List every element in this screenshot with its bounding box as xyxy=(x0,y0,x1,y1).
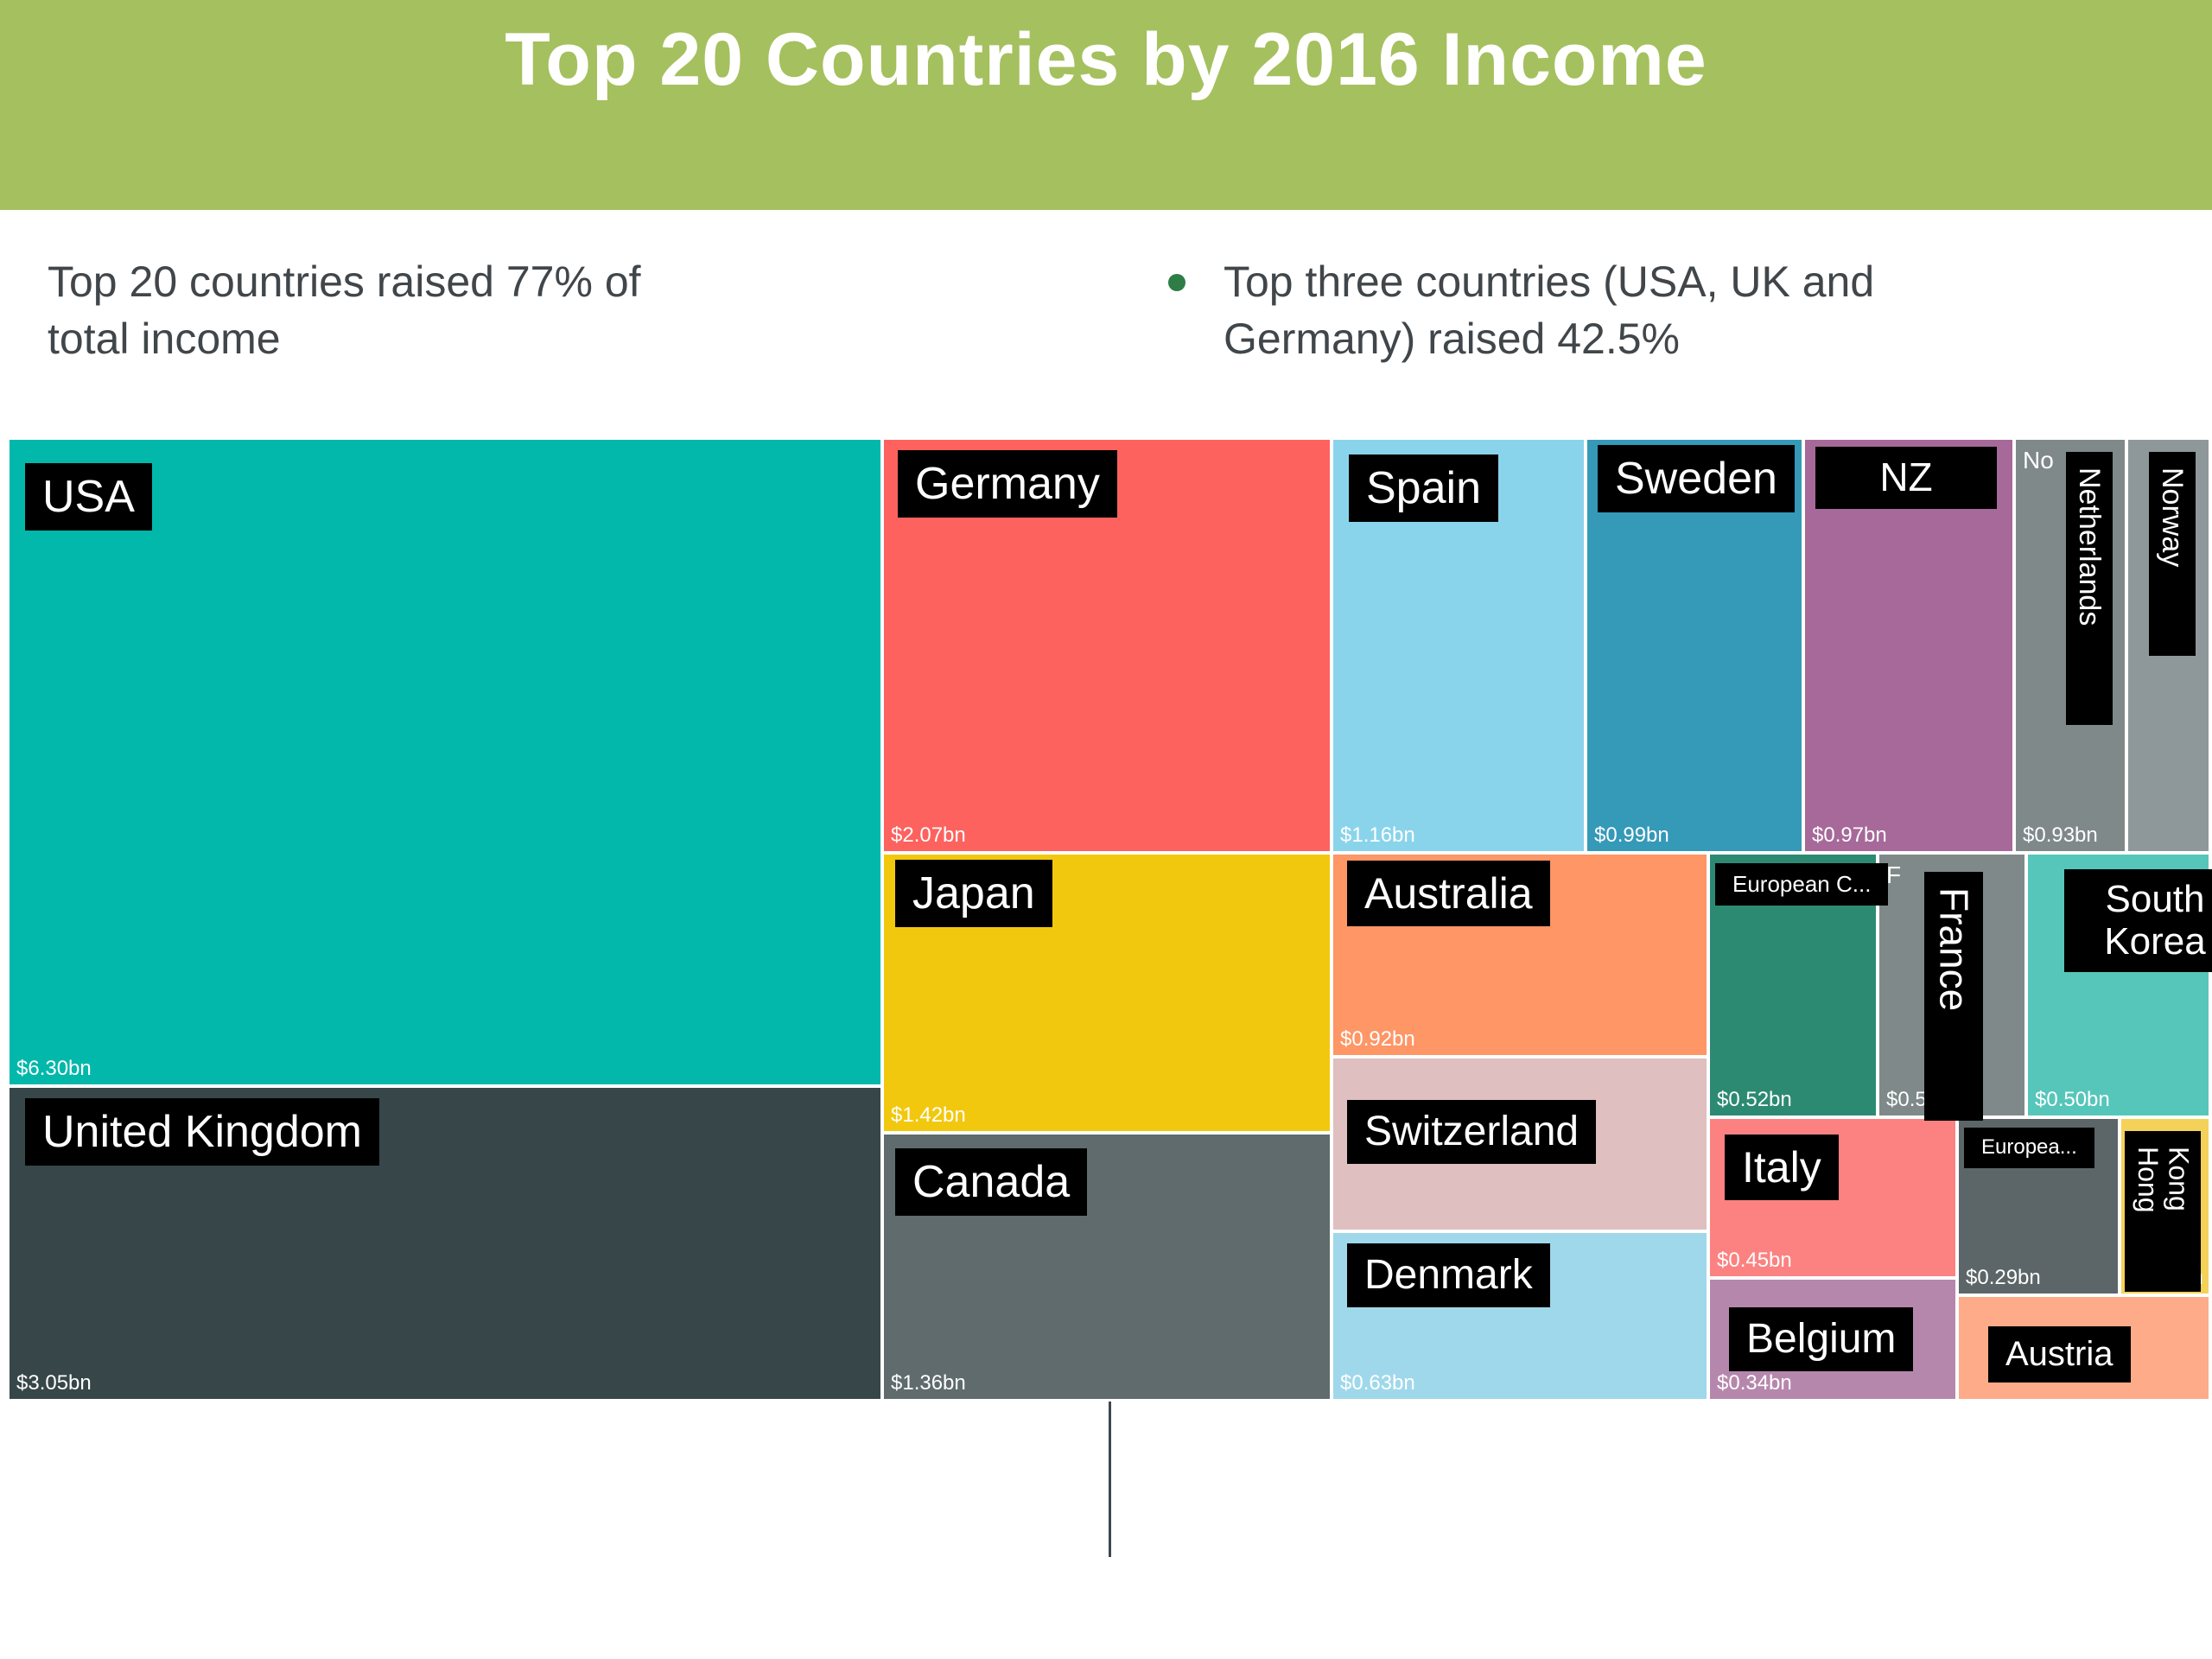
tile-value-label: $1.16bn xyxy=(1340,823,1415,847)
tile-name-label: France xyxy=(1924,872,1983,1121)
tile-value-label: $0.99bn xyxy=(1594,823,1669,847)
tile-name-label: Austria xyxy=(1988,1326,2131,1382)
treemap-tile-japan[interactable]: $1.42bn Japan xyxy=(883,854,1331,1132)
treemap-tile-south-korea[interactable]: $0.50bn South Korea xyxy=(2027,854,2212,1116)
tile-name-label: Norway xyxy=(2149,452,2196,656)
tile-value-label: $1.36bn xyxy=(891,1371,966,1395)
tile-name-label: Denmark xyxy=(1347,1243,1550,1307)
bullet-top3-line2: Germany) raised 42.5% xyxy=(1224,315,1681,363)
tile-name-label: Japan xyxy=(895,860,1052,928)
tile-value-label: $0.52bn xyxy=(1717,1088,1792,1111)
treemap-tile-hong-kong[interactable]: $0.27bnHong Kong xyxy=(2120,1118,2209,1294)
tile-value-label: $0.34bn xyxy=(1717,1371,1792,1395)
bullet-top20: Top 20 countries raised 77% of total inc… xyxy=(48,253,641,367)
treemap-tile-france[interactable]: F$0.52bnFrance xyxy=(1878,854,2025,1121)
tile-value-label: $0.92bn xyxy=(1340,1027,1415,1051)
tile-name-label: Germany xyxy=(898,450,1117,518)
treemap-tile-sweden[interactable]: $0.99bn Sweden xyxy=(1586,439,1802,852)
tile-name-label: NZ xyxy=(1815,447,1997,509)
treemap-tile-new-zealand[interactable]: $0.97bn NZ xyxy=(1804,439,2013,852)
bullet-top3-line1: Top three countries (USA, UK and xyxy=(1224,257,1875,306)
treemap-tile-italy[interactable]: $0.45bn Italy xyxy=(1709,1118,1956,1277)
tile-value-label: $0.97bn xyxy=(1812,823,1887,847)
treemap-tile-austria[interactable]: Austria xyxy=(1958,1296,2209,1400)
treemap-tile-norway[interactable]: Norway xyxy=(2127,439,2209,852)
tile-value-label: $2.07bn xyxy=(891,823,966,847)
tile-value-label: $6.30bn xyxy=(16,1057,92,1080)
bullet-top20-line1: Top 20 countries raised 77% of xyxy=(48,257,641,306)
tile-value-label: $3.05bn xyxy=(16,1371,92,1395)
tile-value-label: $0.50bn xyxy=(2035,1088,2110,1111)
treemap-tile-spain[interactable]: $1.16bn Spain xyxy=(1332,439,1585,852)
treemap-tile-denmark[interactable]: $0.63bn Denmark xyxy=(1332,1232,1707,1400)
bullet-top3: Top three countries (USA, UK and Germany… xyxy=(1168,253,1874,367)
tile-name-label: United Kingdom xyxy=(25,1098,379,1166)
treemap-tile-australia[interactable]: $0.92bn Australia xyxy=(1332,854,1707,1056)
treemap-tile-european-commission[interactable]: $0.52bn European C... xyxy=(1709,854,1889,1116)
treemap-tile-germany[interactable]: $2.07bn Germany xyxy=(883,439,1331,852)
tile-value-label: $0.29bn xyxy=(1966,1266,2041,1289)
treemap-tile-netherlands[interactable]: No $0.93bn Netherlands xyxy=(2015,439,2126,852)
tile-value-label: $0.45bn xyxy=(1717,1249,1792,1272)
tile-value-label: $1.42bn xyxy=(891,1103,966,1127)
header-banner: Top 20 Countries by 2016 Income xyxy=(0,0,2212,210)
tile-corner-label: F xyxy=(1886,861,1902,888)
tile-name-label: European C... xyxy=(1715,863,1889,906)
tile-name-label: Hong Kong xyxy=(2125,1131,2201,1292)
page-title: Top 20 Countries by 2016 Income xyxy=(505,18,1707,101)
tile-corner-label: No xyxy=(2023,447,2054,474)
treemap-tile-switzerland[interactable]: Switzerland xyxy=(1332,1058,1707,1230)
treemap-tile-european-2[interactable]: $0.29bn Europea... xyxy=(1958,1118,2119,1294)
tile-name-label: Switzerland xyxy=(1347,1100,1597,1164)
bullet-top20-line2: total income xyxy=(48,315,281,363)
treemap-tile-united-kingdom[interactable]: $3.05bn United Kingdom xyxy=(9,1087,881,1400)
tile-value-label: $0.93bn xyxy=(2023,823,2098,847)
tile-name-label: Canada xyxy=(895,1148,1088,1217)
bullet-dot-icon xyxy=(1168,274,1185,291)
tile-name-label: Sweden xyxy=(1598,445,1795,513)
tile-name-label: USA xyxy=(25,463,152,531)
tile-name-label: Italy xyxy=(1725,1135,1839,1200)
treemap-tile-usa[interactable]: $6.30bn USA xyxy=(9,439,881,1085)
tile-name-label: South Korea xyxy=(2064,869,2212,972)
treemap-tile-belgium[interactable]: $0.34bn Belgium xyxy=(1709,1279,1956,1400)
tile-name-label: Netherlands xyxy=(2066,452,2113,725)
tile-name-label: Spain xyxy=(1349,454,1498,523)
tile-name-label: Australia xyxy=(1347,861,1550,926)
tile-name-label: Europea... xyxy=(1964,1128,2094,1168)
treemap-tile-canada[interactable]: $1.36bn Canada xyxy=(883,1134,1331,1400)
tile-value-label: $0.63bn xyxy=(1340,1371,1415,1395)
tile-name-label: Belgium xyxy=(1729,1307,1914,1371)
callout-line xyxy=(1109,1402,1111,1557)
